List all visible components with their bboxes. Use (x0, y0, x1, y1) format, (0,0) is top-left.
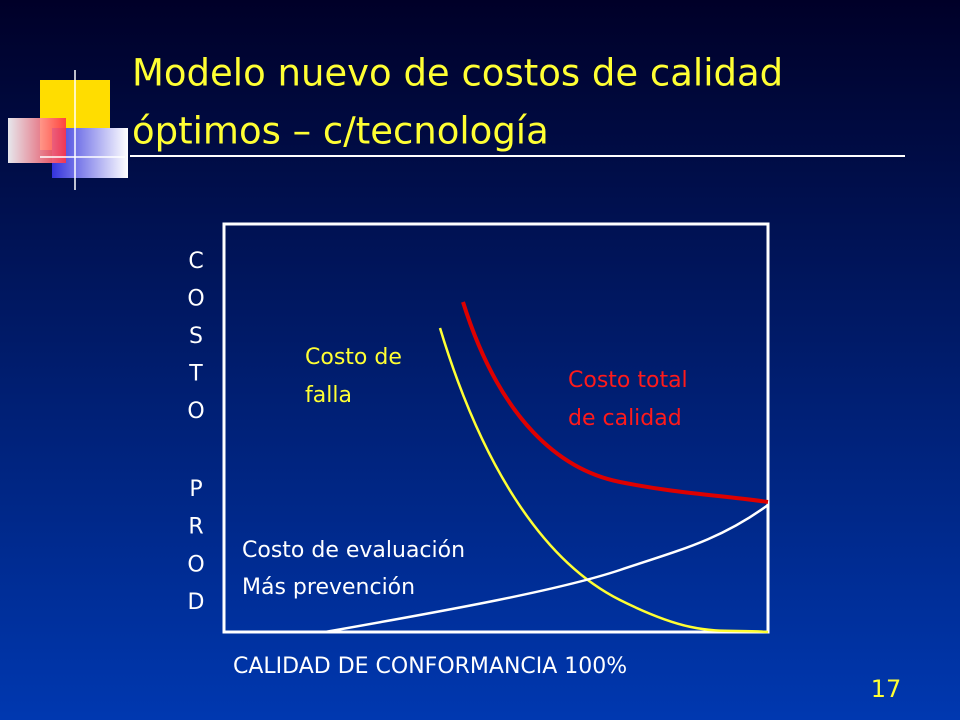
title-line: Modelo nuevo de costos de calidad (132, 52, 783, 95)
decoration (8, 70, 128, 190)
y-axis-letter: C (188, 249, 203, 274)
total-cost-curve (461, 301, 769, 504)
chart-frame (222, 222, 770, 634)
y-axis-letter: S (189, 324, 203, 349)
title-line: óptimos – c/tecnología (132, 110, 549, 153)
y-axis-letter: O (187, 287, 204, 312)
appraisal-cost-curve (324, 503, 769, 634)
curve-label: Más prevención (242, 575, 415, 600)
curve-label: Costo de evaluación (242, 538, 465, 563)
y-axis-letter: P (189, 477, 202, 502)
curve-label: Costo total (568, 368, 688, 393)
y-axis-letter: R (188, 515, 203, 540)
failure-cost-curve (438, 327, 769, 634)
y-axis-letter: O (187, 552, 204, 577)
curve-label: de calidad (568, 406, 682, 431)
curve-label: falla (305, 383, 352, 408)
curve-label: Costo de (305, 345, 402, 370)
y-axis-letter: D (188, 590, 205, 615)
y-axis-letter: O (187, 399, 204, 424)
x-axis-label: CALIDAD DE CONFORMANCIA 100% (233, 654, 627, 679)
y-axis-letter: T (188, 362, 203, 387)
page-number: 17 (871, 675, 902, 703)
